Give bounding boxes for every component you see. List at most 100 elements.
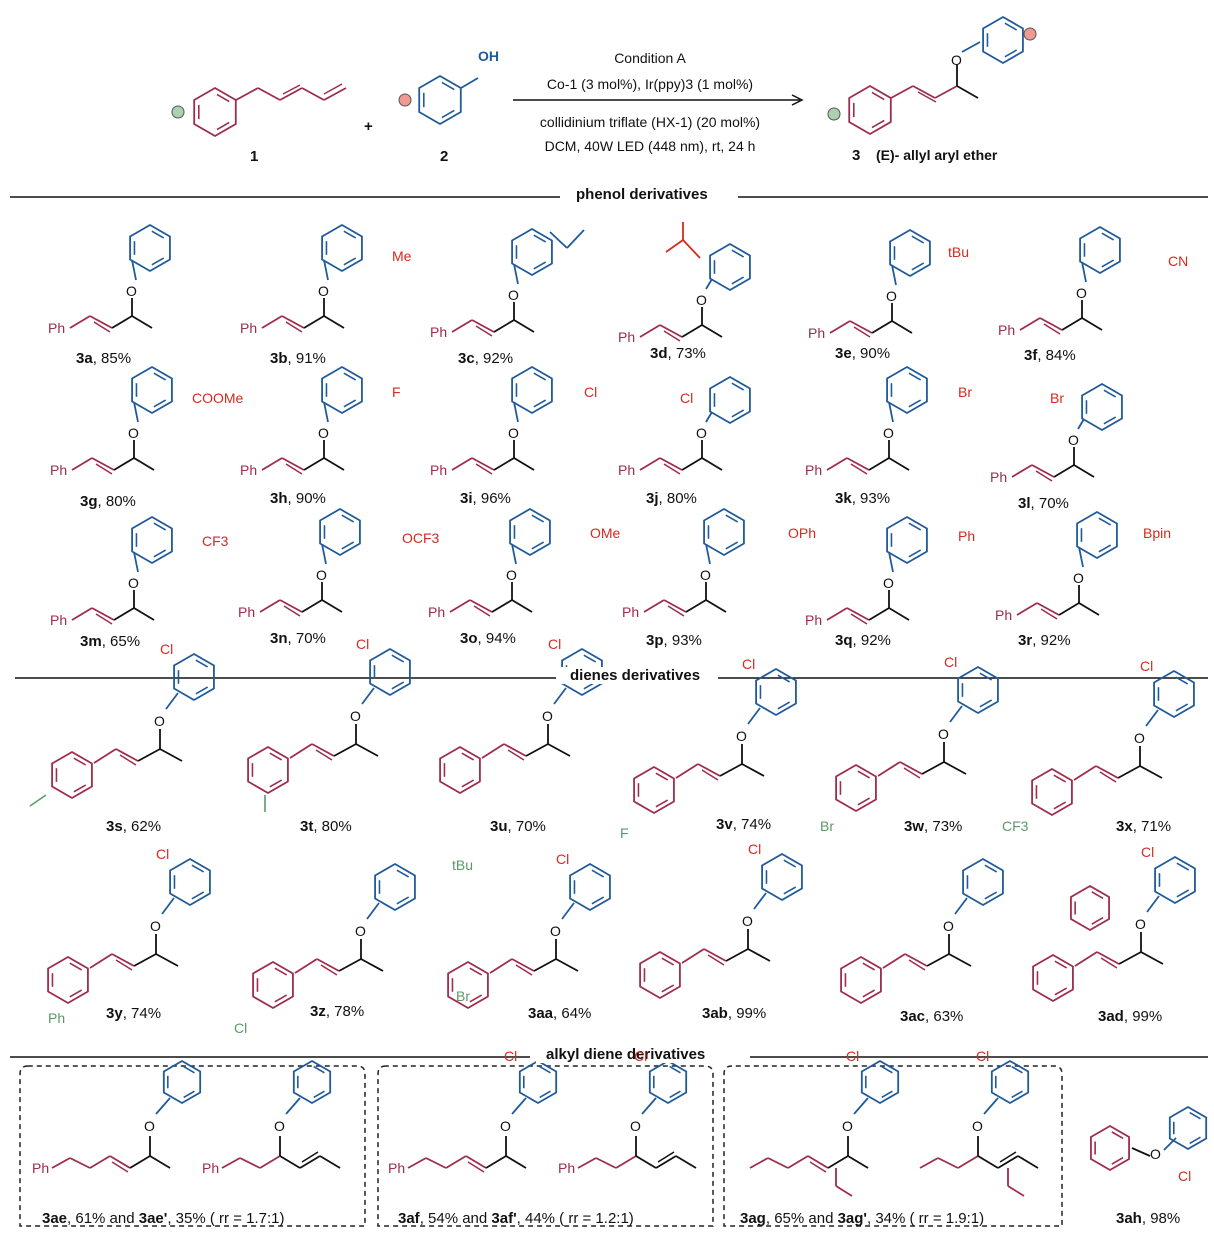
bond — [279, 1155, 301, 1169]
compound-yield: , 80% — [658, 490, 697, 507]
bond — [1036, 602, 1060, 616]
bond — [281, 315, 305, 329]
compound-id: 3ab — [702, 1005, 728, 1022]
ether-oxygen: O — [1134, 730, 1145, 746]
compound-id: 3ad — [1098, 1008, 1124, 1025]
compound-yield: , 74% — [732, 816, 772, 833]
ring-double-bond — [591, 896, 605, 905]
bond — [513, 457, 535, 471]
ring-double-bond — [539, 1090, 551, 1099]
bond — [1140, 951, 1164, 965]
bond — [239, 1157, 261, 1169]
ring-double-bond — [1004, 22, 1018, 31]
bond — [891, 320, 913, 334]
ring-double-bond — [1189, 1136, 1201, 1145]
compound-id: 3g — [80, 493, 98, 510]
ring-double-bond — [871, 119, 885, 129]
bond — [285, 463, 303, 475]
aryl-ether-ring — [131, 365, 173, 415]
bond — [643, 599, 665, 613]
ether-oxygen: O — [542, 708, 553, 724]
diene-aryl-ring — [1031, 767, 1073, 817]
bond — [507, 749, 525, 761]
ring-double-bond — [313, 1065, 325, 1074]
ring-double-bond — [908, 372, 922, 381]
bond — [827, 1155, 849, 1169]
ether-oxygen: O — [1076, 285, 1087, 301]
bond — [934, 85, 958, 99]
ring-double-bond — [655, 799, 669, 808]
ring-double-bond — [539, 1065, 551, 1074]
compound-yield: , 94% — [477, 630, 516, 647]
ring-double-bond — [655, 772, 669, 781]
bond — [321, 543, 327, 565]
bond — [133, 401, 139, 423]
compound-id: 3k — [835, 490, 852, 507]
ring-double-bond — [1098, 517, 1112, 526]
ether-oxygen: O — [883, 425, 894, 441]
bond — [119, 754, 137, 766]
bond — [485, 1155, 507, 1169]
bond — [51, 1157, 71, 1169]
ring-double-bond — [783, 886, 797, 895]
ether-oxygen: O — [1135, 916, 1146, 932]
ring-double-bond — [216, 121, 230, 131]
ether-oxygen: O — [355, 923, 366, 939]
bond — [888, 551, 894, 573]
bond — [663, 330, 681, 342]
compound-caption: 3i, 96% — [460, 490, 511, 507]
bond — [707, 954, 725, 966]
bond — [725, 948, 749, 962]
substituent-label: OCF3 — [402, 530, 440, 546]
bond — [635, 1155, 657, 1169]
bond — [675, 763, 699, 779]
dashed-box — [377, 1065, 714, 1227]
phenol-ring — [418, 74, 462, 126]
bond — [655, 1155, 677, 1169]
chloro-label: Cl — [160, 641, 174, 657]
aryl-substituent-label: Br — [820, 818, 834, 834]
bond — [1031, 464, 1055, 478]
bond — [1139, 765, 1163, 779]
bond — [261, 457, 283, 471]
bond — [663, 599, 687, 613]
substituent-dot-red — [398, 93, 412, 107]
bond — [323, 259, 329, 281]
compound-yield: , 71% — [1132, 818, 1172, 835]
compound-yield: , 80% — [313, 818, 352, 835]
compound-caption: 3q, 92% — [835, 632, 891, 649]
product-label: 3 — [852, 147, 861, 164]
bond — [137, 748, 161, 762]
ring-double-bond — [153, 399, 167, 408]
compound-id: 3p — [646, 632, 664, 649]
bond — [719, 763, 743, 777]
bond — [471, 457, 495, 471]
ring-double-bond — [1101, 232, 1115, 241]
aryl-ether-ring — [319, 507, 361, 557]
bond — [279, 87, 303, 101]
aryl-ether-ring — [1154, 855, 1196, 905]
bond — [948, 953, 972, 967]
aryl-ether-ring — [292, 1059, 332, 1105]
bond — [91, 607, 115, 621]
ring-double-bond — [1091, 916, 1104, 925]
bond — [1163, 1137, 1177, 1151]
bond — [149, 1155, 171, 1169]
compound-caption: 3w, 73% — [904, 818, 962, 835]
diene-aryl-ring — [840, 955, 882, 1005]
bond — [511, 543, 517, 565]
ring-double-bond — [1054, 960, 1068, 969]
ring-double-bond — [531, 514, 545, 523]
bond — [908, 959, 926, 971]
bond — [281, 457, 305, 471]
bond — [289, 743, 313, 759]
bond — [303, 315, 325, 329]
compound-id: 3u — [490, 818, 508, 835]
bond — [566, 229, 585, 249]
aryl-ether-ring — [162, 1059, 202, 1105]
bond — [1017, 1155, 1039, 1169]
substituent-label: Bpin — [1143, 525, 1172, 541]
bond — [937, 1157, 959, 1169]
ring-double-bond — [469, 967, 483, 976]
ring-double-bond — [313, 1090, 325, 1099]
